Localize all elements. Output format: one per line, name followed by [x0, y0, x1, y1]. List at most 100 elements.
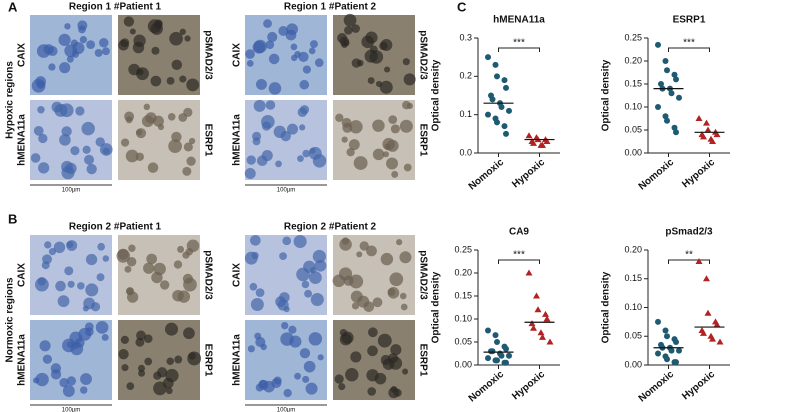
y-tick-label: 0.05: [624, 124, 642, 134]
cell: [377, 333, 392, 348]
significance: **: [685, 250, 693, 261]
cell: [356, 251, 363, 258]
cell: [339, 238, 352, 251]
cell: [51, 101, 63, 113]
cell: [372, 297, 383, 308]
cell: [302, 65, 311, 74]
significance-bracket: [498, 259, 540, 264]
data-point: [498, 352, 505, 359]
data-point: [489, 348, 496, 355]
data-point: [494, 73, 500, 80]
data-point: [704, 309, 712, 316]
cell: [79, 386, 88, 394]
x-tick-label: Hypoxic: [680, 157, 717, 191]
cell: [341, 136, 348, 143]
cell: [348, 139, 360, 151]
cell: [173, 260, 183, 269]
stain-label: CAIX: [232, 263, 243, 287]
cell: [48, 248, 57, 256]
cell: [304, 289, 313, 298]
data-point: [703, 275, 710, 282]
data-point: [506, 352, 512, 359]
cell: [288, 325, 297, 334]
stain-label: CAIX: [232, 43, 243, 67]
y-tick-label: 0.05: [624, 331, 642, 341]
cell: [96, 273, 105, 282]
cell: [252, 137, 261, 146]
cell: [126, 257, 137, 267]
cell: [402, 58, 410, 66]
cell: [260, 343, 267, 351]
cell: [59, 103, 74, 118]
cell: [346, 147, 355, 157]
data-point: [655, 41, 661, 48]
cell: [302, 375, 310, 383]
chart-title: ESRP1: [673, 15, 706, 26]
cell: [338, 383, 346, 391]
data-point: [530, 139, 537, 146]
cell: [85, 253, 98, 266]
cell: [183, 277, 197, 292]
block-title: Region 2 #Patient 1: [69, 222, 162, 233]
y-tick-label: 0.20: [454, 267, 472, 277]
cell: [33, 125, 44, 136]
significance-bracket: [498, 47, 540, 52]
cell: [185, 247, 194, 256]
cell: [162, 377, 174, 389]
significance: ***: [513, 38, 525, 49]
cell: [66, 376, 77, 386]
data-point: [492, 61, 499, 68]
cell: [402, 100, 411, 110]
cell: [267, 31, 278, 43]
data-point: [700, 329, 707, 336]
cell: [317, 354, 324, 361]
cell: [314, 259, 327, 272]
significance: ***: [683, 38, 695, 49]
cell: [121, 364, 129, 372]
cell: [177, 245, 185, 253]
scale-label: 100µm: [62, 188, 80, 194]
cell: [123, 16, 135, 27]
cell: [310, 292, 324, 307]
data-point: [537, 329, 545, 336]
data-point: [485, 111, 491, 118]
cell: [75, 338, 85, 348]
cell: [308, 47, 316, 55]
cell: [384, 66, 391, 73]
significance: ***: [513, 250, 525, 261]
cell: [365, 31, 378, 44]
y-tick-label: 0.00: [454, 359, 472, 369]
cell: [399, 119, 413, 133]
significance-bracket: [668, 47, 710, 52]
cell: [61, 160, 73, 173]
chart-title: hMENA11a: [493, 15, 545, 26]
data-point: [671, 124, 678, 131]
cell: [116, 249, 131, 263]
cell: [151, 46, 160, 55]
data-point: [494, 119, 500, 126]
cell: [126, 382, 135, 391]
cell: [367, 387, 377, 396]
cell: [299, 124, 306, 131]
data-point: [655, 318, 661, 325]
cell: [59, 62, 71, 74]
cell: [399, 292, 407, 300]
cell: [182, 166, 192, 176]
cell: [396, 239, 403, 246]
data-point: [503, 359, 509, 366]
cell: [32, 377, 40, 384]
cell: [80, 373, 92, 385]
cell: [251, 251, 259, 260]
y-tick-label: 0.00: [624, 147, 642, 157]
cell: [294, 372, 302, 380]
stain-label: CAIX: [17, 263, 28, 287]
cell: [368, 327, 378, 338]
stain-label: hMENA11a: [17, 114, 28, 166]
y-tick-label: 0.2: [459, 71, 472, 81]
cell: [253, 39, 267, 54]
data-point: [503, 130, 509, 137]
cell: [302, 149, 310, 158]
cell: [133, 34, 146, 47]
data-point: [503, 84, 509, 91]
cell: [102, 255, 110, 262]
